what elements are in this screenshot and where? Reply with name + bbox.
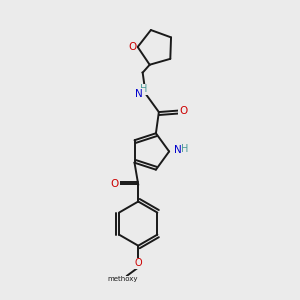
- Text: H: H: [140, 84, 148, 94]
- Text: N: N: [135, 89, 143, 99]
- Text: methoxy: methoxy: [108, 276, 138, 282]
- Text: O: O: [179, 106, 188, 116]
- Text: O: O: [128, 42, 136, 52]
- Text: N: N: [173, 145, 181, 155]
- Text: H: H: [182, 143, 189, 154]
- Text: O: O: [134, 258, 142, 268]
- Text: O: O: [110, 179, 119, 190]
